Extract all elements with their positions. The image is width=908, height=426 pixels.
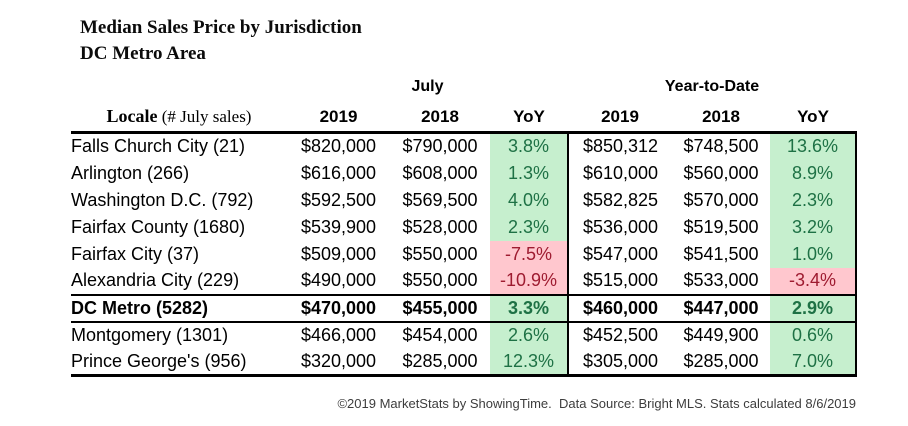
ytd-yoy-cell: 7.0%	[770, 348, 858, 376]
column-header-july-2019: 2019	[319, 107, 358, 126]
report-subtitle: DC Metro Area	[80, 43, 206, 64]
july-2018-cell: $569,500	[402, 189, 478, 210]
column-header-row: Locale (# July sales) 2019 2018 YoY 2019…	[71, 96, 857, 133]
ytd-2018-cell: $541,500	[683, 243, 759, 264]
july-2019-cell: $592,500	[300, 189, 377, 210]
ytd-yoy-cell: 3.2%	[770, 213, 858, 241]
group-header-row: July Year-to-Date	[71, 74, 856, 96]
locale-cell: Fairfax County (1680)	[71, 216, 246, 237]
ytd-2019-cell: $305,000	[567, 348, 672, 376]
column-header-locale: Locale (# July sales)	[71, 96, 287, 133]
locale-header-label: Locale	[106, 106, 158, 126]
table-row: Arlington (266) $616,000 $608,000 1.3% $…	[71, 159, 858, 187]
ytd-2019-cell: $452,500	[567, 321, 672, 349]
column-header-ytd-2019: 2019	[601, 107, 639, 126]
table-row: Falls Church City (21) $820,000 $790,000…	[71, 132, 858, 160]
ytd-yoy-cell: 0.6%	[770, 321, 858, 349]
july-yoy-cell: 3.8%	[490, 132, 568, 160]
ytd-2018-cell: $570,000	[683, 189, 759, 210]
july-yoy-cell: 12.3%	[490, 348, 568, 376]
locale-cell: Montgomery (1301)	[71, 325, 229, 345]
report-title: Median Sales Price by Jurisdiction	[80, 17, 362, 38]
ytd-2019-cell: $610,000	[567, 159, 672, 187]
july-yoy-cell: 2.6%	[490, 321, 568, 349]
locale-cell: Prince George's (956)	[71, 350, 247, 371]
table-row: Fairfax County (1680) $539,900 $528,000 …	[71, 213, 858, 241]
ytd-yoy-cell: 13.6%	[770, 132, 858, 160]
table-row-dc-metro-total: DC Metro (5282) $470,000 $455,000 3.3% $…	[71, 294, 858, 322]
july-2018-cell: $550,000	[402, 270, 478, 290]
ytd-yoy-cell: 1.0%	[770, 240, 858, 268]
july-yoy-cell: -10.9%	[490, 267, 568, 295]
table-row: Alexandria City (229) $490,000 $550,000 …	[71, 267, 858, 295]
ytd-2018-cell: $285,000	[683, 350, 759, 371]
table-row: Prince George's (956) $320,000 $285,000 …	[71, 348, 858, 376]
ytd-2018-cell: $519,500	[683, 216, 759, 237]
ytd-2018-cell: $447,000	[683, 297, 759, 318]
ytd-yoy-cell: -3.4%	[770, 267, 858, 295]
table-row: Washington D.C. (792) $592,500 $569,500 …	[71, 186, 858, 214]
group-header-july: July	[411, 78, 444, 95]
group-header-year-to-date: Year-to-Date	[664, 78, 760, 95]
july-yoy-cell: -7.5%	[490, 240, 568, 268]
ytd-2018-cell: $560,000	[683, 162, 759, 183]
july-2019-cell: $470,000	[300, 297, 377, 318]
july-2019-cell: $490,000	[300, 270, 377, 290]
july-2018-cell: $455,000	[402, 297, 478, 318]
july-2019-cell: $616,000	[300, 162, 377, 183]
july-2019-cell: $320,000	[300, 350, 377, 371]
ytd-2019-cell: $515,000	[567, 267, 672, 295]
july-2018-cell: $790,000	[402, 136, 478, 157]
locale-header-note: (# July sales)	[157, 107, 252, 126]
column-header-ytd-yoy: YoY	[797, 107, 829, 126]
july-2019-cell: $820,000	[300, 136, 377, 157]
july-2019-cell: $466,000	[300, 325, 377, 345]
july-2019-cell: $509,000	[300, 243, 377, 264]
july-2018-cell: $608,000	[402, 162, 478, 183]
locale-cell: Falls Church City (21)	[71, 136, 246, 157]
july-yoy-cell: 2.3%	[490, 213, 568, 241]
july-2018-cell: $285,000	[402, 350, 478, 371]
locale-cell: Alexandria City (229)	[71, 270, 240, 290]
ytd-yoy-cell: 8.9%	[770, 159, 858, 187]
group-header-spacer	[71, 74, 287, 96]
ytd-yoy-cell: 2.9%	[770, 294, 858, 322]
july-2018-cell: $550,000	[402, 243, 478, 264]
locale-cell: Arlington (266)	[71, 162, 190, 183]
ytd-2018-cell: $449,900	[683, 325, 759, 345]
ytd-yoy-cell: 2.3%	[770, 186, 858, 214]
ytd-2019-cell: $850,312	[567, 132, 672, 160]
july-2018-cell: $528,000	[402, 216, 478, 237]
median-sales-price-table: July Year-to-Date Locale (# July sales) …	[71, 74, 858, 377]
ytd-2019-cell: $547,000	[567, 240, 672, 268]
july-yoy-cell: 4.0%	[490, 186, 568, 214]
table-row: Fairfax City (37) $509,000 $550,000 -7.5…	[71, 240, 858, 268]
ytd-2019-cell: $460,000	[567, 294, 672, 322]
ytd-2019-cell: $536,000	[567, 213, 672, 241]
locale-cell: Fairfax City (37)	[71, 243, 200, 264]
table-row: Montgomery (1301) $466,000 $454,000 2.6%…	[71, 321, 858, 349]
copyright-footer: ©2019 MarketStats by ShowingTime. Data S…	[337, 396, 856, 411]
ytd-2019-cell: $582,825	[567, 186, 672, 214]
july-2018-cell: $454,000	[402, 325, 478, 345]
column-header-ytd-2018: 2018	[702, 107, 740, 126]
july-yoy-cell: 3.3%	[490, 294, 568, 322]
title-block: Median Sales Price by Jurisdiction DC Me…	[80, 15, 362, 67]
july-2019-cell: $539,900	[300, 216, 377, 237]
column-header-july-2018: 2018	[421, 107, 459, 126]
locale-cell: DC Metro (5282)	[71, 297, 209, 318]
ytd-2018-cell: $533,000	[683, 270, 759, 290]
column-header-july-yoy: YoY	[513, 107, 545, 126]
july-yoy-cell: 1.3%	[490, 159, 568, 187]
locale-cell: Washington D.C. (792)	[71, 189, 254, 210]
ytd-2018-cell: $748,500	[683, 136, 759, 157]
